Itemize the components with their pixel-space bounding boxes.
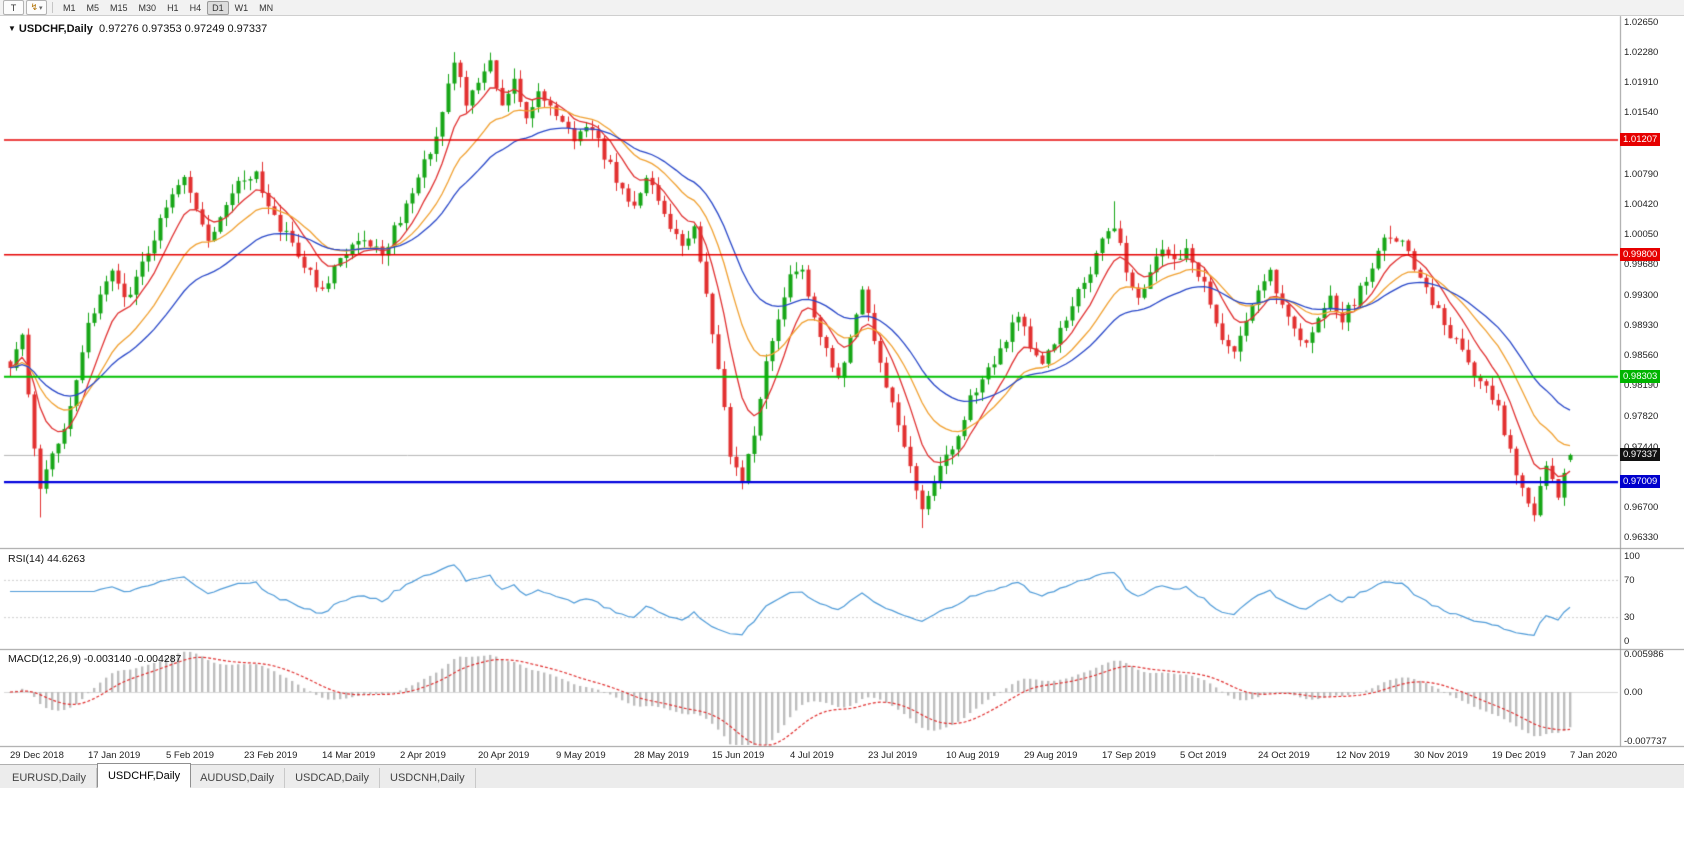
rsi-axis-label: 30 [1624, 612, 1635, 624]
chart-tab-usdcnh[interactable]: USDCNH,Daily [380, 768, 476, 788]
date-label: 14 Mar 2019 [322, 750, 376, 761]
macd-axis-label: 0.005986 [1624, 649, 1664, 660]
bar-low: 0.97249 [184, 23, 225, 35]
chart-tab-bar: EURUSD,Daily USDCHF,Daily AUDUSD,Daily USDC… [0, 763, 1684, 788]
chart-canvas[interactable] [0, 0, 1684, 764]
chart-tab-eurusd[interactable]: EURUSD,Daily [2, 768, 97, 788]
date-label: 28 May 2019 [634, 750, 689, 761]
price-axis-label: 0.98930 [1624, 320, 1659, 332]
date-label: 2 Apr 2019 [400, 750, 446, 761]
price-axis-label: 0.99680 [1624, 259, 1659, 271]
rsi-panel-region[interactable] [0, 549, 1620, 648]
rsi-label: RSI(14) [8, 553, 45, 565]
price-axis-label: 0.96330 [1624, 532, 1659, 543]
timeframe-button-d1[interactable]: D1 [207, 0, 229, 15]
price-axis-label: 1.01910 [1624, 77, 1659, 89]
timeframe-button-m15[interactable]: M15 [110, 2, 128, 13]
bar-close: 0.97337 [227, 23, 268, 35]
price-tag: 0.97009 [1620, 475, 1661, 489]
date-label: 12 Nov 2019 [1336, 750, 1390, 761]
date-label: 7 Jan 2020 [1570, 750, 1618, 761]
price-axis-label: 1.00420 [1624, 198, 1659, 210]
rsi-axis-label: 0 [1624, 636, 1630, 647]
price-axis-label: 0.97440 [1624, 441, 1659, 453]
symbol-menu-icon[interactable]: ▼ [8, 24, 16, 33]
macd-axis-label: 0.00 [1624, 687, 1643, 698]
timeframe-button-m5[interactable]: M5 [86, 2, 100, 13]
price-tag: 0.99800 [1620, 247, 1661, 261]
price-axis-label: 1.02650 [1624, 17, 1659, 28]
macd-header: MACD(12,26,9) -0.003140 -0.004287 [8, 653, 181, 665]
date-label: 5 Feb 2019 [166, 750, 215, 761]
date-label: 30 Nov 2019 [1414, 750, 1468, 761]
price-axis-label: 0.98190 [1624, 380, 1659, 392]
macd-label: MACD(12,26,9) [8, 653, 81, 665]
symbol-header: ▼ USDCHF,Daily 0.97276 0.97353 0.97249 0.… [8, 23, 267, 35]
date-label: 24 Oct 2019 [1258, 750, 1310, 761]
symbol-name: USDCHF,Daily [18, 23, 93, 35]
date-label: 4 Jul 2019 [790, 750, 834, 761]
date-label: 10 Aug 2019 [946, 750, 1000, 761]
price-axis-label: 1.02280 [1624, 47, 1659, 59]
date-label: 20 Apr 2019 [478, 750, 530, 761]
price-tag: 0.98303 [1620, 369, 1661, 383]
cursor-tool-icon: ↯ [30, 2, 39, 12]
price-chart-region[interactable] [0, 16, 1620, 548]
date-label: 15 Jun 2019 [712, 750, 765, 761]
macd-signal-value: -0.004287 [134, 653, 182, 665]
price-tag: 0.97337 [1620, 448, 1661, 462]
timeframe-button-m30[interactable]: M30 [138, 2, 157, 13]
chart-tab-usdcad[interactable]: USDCAD,Daily [285, 768, 381, 788]
timeframe-button-h1[interactable]: H1 [167, 2, 179, 13]
timeframe-button-mn[interactable]: MN [259, 2, 274, 13]
price-tag: 1.01207 [1620, 133, 1661, 147]
macd-axis-label: -0.007737 [1624, 736, 1667, 747]
date-label: 19 Dec 2019 [1492, 750, 1546, 761]
rsi-axis-label: 70 [1624, 574, 1635, 586]
macd-panel-region[interactable] [0, 650, 1620, 746]
toolbar-separator [52, 2, 53, 13]
chart-tab-usdchf[interactable]: USDCHF,Daily [96, 763, 192, 788]
timeframe-button-h4[interactable]: H4 [189, 2, 202, 13]
chart-tab-audusd[interactable]: AUDUSD,Daily [190, 768, 286, 788]
price-axis-label: 1.01540 [1624, 107, 1659, 119]
date-label: 29 Aug 2019 [1024, 750, 1078, 761]
date-label: 9 May 2019 [556, 750, 606, 761]
rsi-value: 44.6263 [47, 553, 86, 565]
macd-main-value: -0.003140 [83, 653, 132, 665]
date-label: 17 Sep 2019 [1102, 750, 1156, 761]
price-axis-label: 0.99300 [1624, 289, 1659, 301]
date-label: 29 Dec 2018 [10, 750, 64, 761]
top-toolbar: T ↯ ▾ M1 M5 M15 M30 H1 H4 D1 W1 MN [0, 0, 1684, 16]
date-label: 23 Jul 2019 [868, 750, 918, 761]
rsi-axis-label: 100 [1624, 551, 1640, 562]
price-axis-label: 0.96700 [1624, 501, 1659, 513]
rsi-header: RSI(14) 44.6263 [8, 553, 85, 565]
price-axis-label: 1.00790 [1624, 168, 1659, 180]
templates-button[interactable]: T [3, 0, 24, 15]
cursor-tool-button[interactable]: ↯ ▾ [26, 0, 47, 15]
timeframe-button-w1[interactable]: W1 [234, 2, 249, 13]
price-axis-label: 1.00050 [1624, 228, 1659, 240]
price-axis-label: 0.97820 [1624, 410, 1659, 422]
date-label: 17 Jan 2019 [88, 750, 141, 761]
timeframe-toolbar: M1 M5 M15 M30 H1 H4 D1 W1 MN [58, 0, 278, 15]
timeframe-button-m1[interactable]: M1 [63, 2, 76, 13]
date-label: 5 Oct 2019 [1180, 750, 1227, 761]
template-icon: T [10, 2, 17, 13]
date-label: 23 Feb 2019 [244, 750, 298, 761]
price-axis-label: 0.98560 [1624, 350, 1659, 362]
bar-high: 0.97353 [141, 23, 182, 35]
bar-open: 0.97276 [99, 23, 139, 35]
chevron-down-icon: ▾ [39, 4, 43, 12]
